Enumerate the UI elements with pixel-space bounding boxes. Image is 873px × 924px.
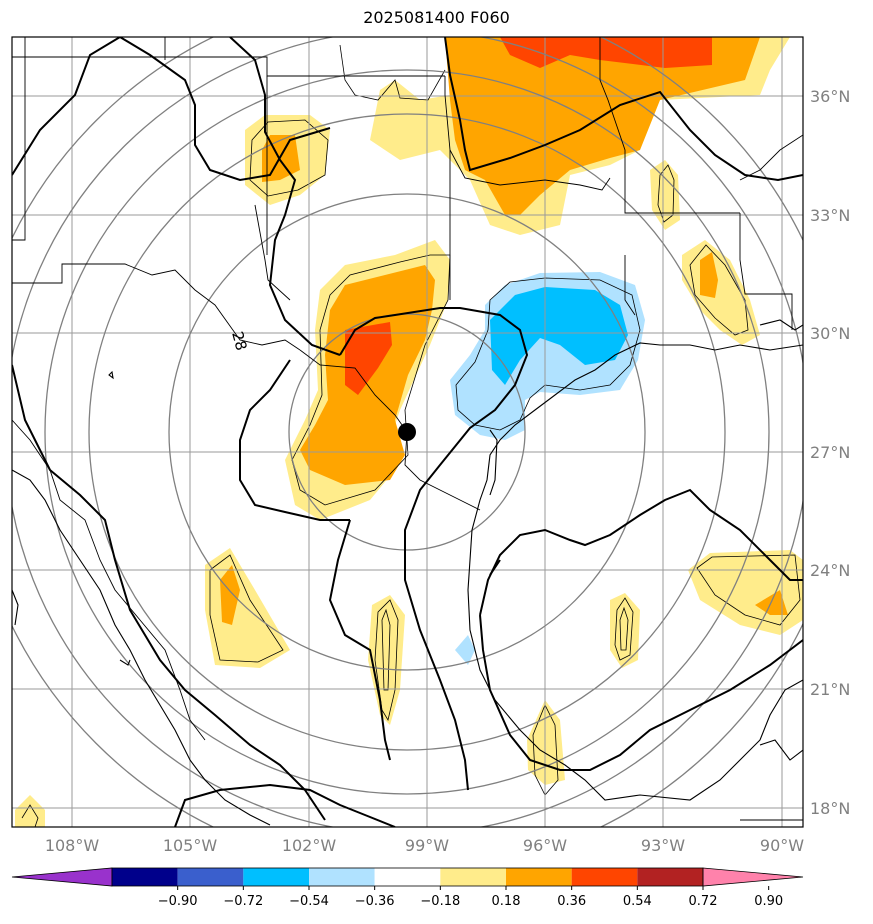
colorbar-tick-label: 0.18 — [492, 894, 521, 909]
colorbar-tick-label: −0.18 — [420, 894, 460, 909]
map-frame — [11, 36, 804, 828]
lat-label: 18°N — [810, 799, 850, 818]
colorbar-swatch — [440, 868, 506, 886]
lat-label: 36°N — [810, 87, 850, 106]
storm-center-marker — [398, 423, 416, 441]
lon-label: 108°W — [45, 836, 100, 855]
lon-label: 90°W — [760, 836, 804, 855]
colorbar-tick-label: 0.54 — [623, 894, 652, 909]
thick-contours — [12, 37, 803, 827]
coastlines — [12, 319, 803, 826]
lat-tick-labels: 36°N 33°N 30°N 27°N 24°N 21°N 18°N — [810, 87, 850, 818]
lon-tick-labels: 108°W 105°W 102°W 99°W 96°W 93°W 90°W — [45, 836, 804, 855]
shading-negative-mid — [490, 287, 628, 385]
colorbar-tick-label: 0.72 — [689, 894, 718, 909]
colorbar-swatch — [112, 868, 178, 886]
colorbar-swatch — [637, 868, 703, 886]
lat-label: 24°N — [810, 561, 850, 580]
lon-label: 105°W — [163, 836, 218, 855]
lon-label: 102°W — [282, 836, 337, 855]
lat-label: 21°N — [810, 680, 850, 699]
lat-label: 27°N — [810, 443, 850, 462]
map-title: 2025081400 F060 — [363, 8, 510, 27]
contour-label: 28 — [228, 329, 250, 352]
lon-label: 96°W — [523, 836, 567, 855]
colorbar: −0.90 −0.72 −0.54 −0.36 −0.18 0.18 0.36 0.54 0.7… — [11, 867, 804, 909]
colorbar-swatch — [243, 868, 309, 886]
lon-label: 99°W — [405, 836, 449, 855]
colorbar-frame — [111, 867, 704, 887]
shading-positive-high — [345, 37, 712, 395]
colorbar-extend-high — [702, 867, 804, 887]
colorbar-swatch — [177, 868, 244, 886]
range-rings — [12, 37, 803, 827]
colorbar-tick-label: 0.90 — [754, 894, 783, 909]
lat-label: 33°N — [810, 206, 850, 225]
colorbar-swatch — [374, 868, 441, 886]
colorbar-swatch — [506, 868, 572, 886]
lat-label: 30°N — [810, 324, 850, 343]
colorbar-tick-label: −0.90 — [158, 894, 198, 909]
colorbar-swatch — [309, 868, 375, 886]
graticule — [12, 37, 803, 827]
colorbar-tick-label: 0.36 — [557, 894, 586, 909]
colorbar-tick-label: −0.72 — [223, 894, 263, 909]
colorbar-tick-label: −0.54 — [289, 894, 329, 909]
lon-label: 93°W — [641, 836, 685, 855]
colorbar-swatch — [571, 868, 638, 886]
colorbar-extend-low — [11, 867, 113, 887]
colorbar-tick-label: −0.36 — [355, 894, 395, 909]
